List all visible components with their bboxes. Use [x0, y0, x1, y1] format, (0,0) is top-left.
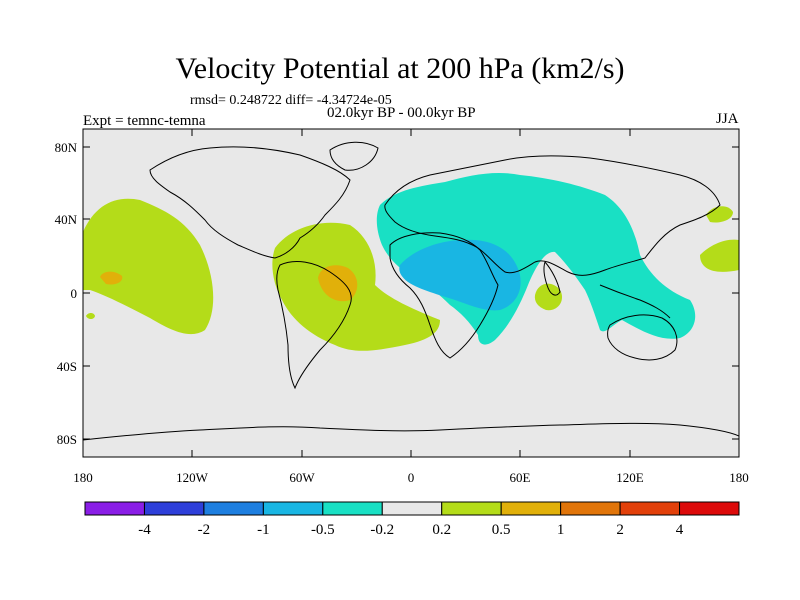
lon-tick-label: 120E — [616, 470, 644, 485]
coast-eurasia — [384, 155, 721, 276]
colorbar-label: -0.2 — [370, 522, 394, 538]
lon-tick-label: 60E — [510, 470, 531, 485]
colorbar-label: 1 — [557, 522, 565, 538]
coast-australia — [607, 314, 678, 361]
negative-core-north-africa-arabia — [399, 239, 521, 311]
orange-region-brazil — [318, 265, 358, 302]
lon-tick-label: 0 — [408, 470, 415, 485]
coast-southeast-asia — [599, 284, 671, 319]
colorbar-swatch — [500, 501, 562, 516]
lat-tick-label: 40S — [57, 359, 77, 374]
colorbar-swatch — [441, 501, 502, 516]
coast-north-america — [149, 146, 351, 259]
colorbar-label: -4 — [138, 522, 151, 538]
colorbar-label: 4 — [676, 522, 684, 538]
positive-region-east-pacific — [83, 198, 214, 335]
plot-title: Velocity Potential at 200 hPa (km2/s) — [175, 52, 625, 85]
positive-region-west-pacific — [700, 239, 739, 272]
period-label: 02.0kyr BP - 00.0kyr BP — [327, 105, 476, 121]
colorbar-label: -0.5 — [311, 522, 335, 538]
colorbar-swatch — [143, 501, 205, 516]
experiment-label: Expt = temnc-temna — [83, 113, 206, 129]
lon-tick-label: 180 — [73, 470, 93, 485]
colorbar-swatch — [203, 501, 264, 516]
lat-tick-label: 80S — [57, 432, 77, 447]
positive-region-tiny — [86, 313, 95, 319]
negative-region-eurasia-africa — [376, 172, 696, 345]
colorbar-swatch — [381, 501, 443, 516]
positive-region-indian-ocean — [534, 283, 563, 311]
coastlines — [83, 141, 739, 441]
coast-south-america — [276, 261, 352, 390]
lon-tick-label: 120W — [176, 470, 209, 485]
coast-greenland — [329, 141, 379, 171]
orange-region-pacific — [100, 271, 123, 285]
lat-tick-label: 40N — [55, 212, 78, 227]
lat-tick-label: 80N — [55, 140, 78, 155]
lat-tick-label: 0 — [71, 286, 78, 301]
longitude-axis: 180 120W 60W 0 60E 120E 180 — [73, 129, 749, 485]
colorbar: -4 -2 -1 -0.5 -0.2 0.2 0.5 1 2 4 — [84, 501, 740, 538]
colorbar-label: 2 — [616, 522, 624, 538]
lon-tick-label: 180 — [729, 470, 749, 485]
coast-india — [543, 261, 561, 296]
colorbar-swatch — [322, 501, 383, 516]
colorbar-swatch — [84, 501, 145, 516]
colorbar-swatch — [679, 501, 740, 516]
stats-line: rmsd= 0.248722 diff= -4.34724e-05 — [190, 93, 392, 108]
contour-fields — [83, 172, 739, 351]
colorbar-label: -1 — [257, 522, 270, 538]
coast-africa — [389, 232, 499, 359]
season-label: JJA — [716, 111, 739, 127]
lon-tick-label: 60W — [289, 470, 315, 485]
latitude-axis: 80N 40N 0 40S 80S — [55, 140, 739, 447]
colorbar-label: -2 — [198, 522, 211, 538]
colorbar-swatch — [560, 501, 621, 516]
colorbar-label: 0.2 — [432, 522, 451, 538]
coast-antarctica — [83, 422, 739, 441]
colorbar-label: 0.5 — [492, 522, 511, 538]
colorbar-swatch — [619, 501, 681, 516]
colorbar-swatch — [262, 501, 324, 516]
